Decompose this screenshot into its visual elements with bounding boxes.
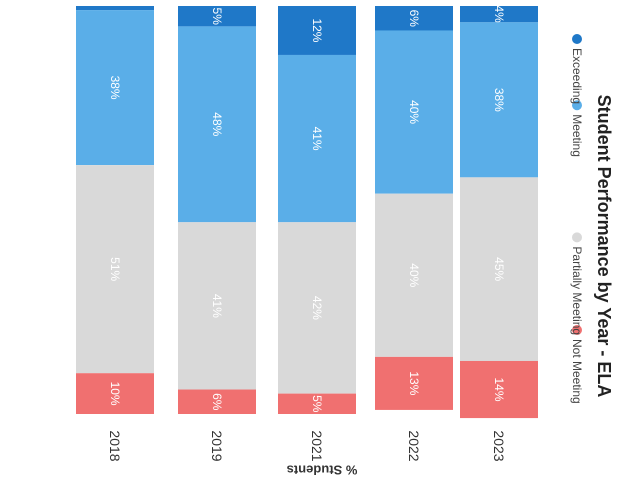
bar-segment-partially-meeting-2019	[178, 222, 256, 390]
bar-segment-exceeding-2023	[460, 6, 538, 23]
category-tick-2022: 2022	[406, 430, 422, 461]
bar-segment-meeting-2018	[76, 10, 154, 166]
bar-segment-not-meeting-2019	[178, 389, 256, 414]
category-tick-2019: 2019	[209, 430, 225, 461]
category-tick-2021: 2021	[309, 430, 325, 461]
legend-label-meeting: Meeting	[570, 114, 584, 157]
category-tick-2023: 2023	[491, 430, 507, 461]
category-tick-2018: 2018	[107, 430, 123, 461]
bar-segment-not-meeting-2023	[460, 360, 538, 419]
bar-segment-exceeding-2021	[278, 6, 356, 55]
bar-segment-partially-meeting-2023	[460, 177, 538, 361]
data-label-not-meeting-2023: 14%	[492, 378, 506, 402]
data-label-not-meeting-2019: 6%	[210, 393, 224, 411]
category-tick-labels: 2018 2019 2021 2022 2023	[107, 430, 507, 461]
x-axis-label-group: % Students	[287, 463, 358, 478]
data-label-exceeding-2019: 5%	[210, 8, 224, 26]
bar-segment-meeting-2021	[278, 54, 356, 223]
bar-segment-exceeding-2022	[375, 6, 453, 31]
x-axis-label: % Students	[287, 463, 358, 478]
bar-segment-exceeding-2018	[76, 6, 154, 11]
data-label-not-meeting-2018: 10%	[108, 382, 122, 406]
data-label-meeting-2019: 48%	[210, 112, 224, 136]
legend-label-exceeding: Exceeding	[570, 48, 584, 104]
legend: Not Meeting Partially Meeting Meeting Excee…	[570, 34, 584, 404]
bar-segment-not-meeting-2022	[375, 356, 453, 410]
data-label-meeting-2022: 40%	[407, 100, 421, 124]
bar-segment-partially-meeting-2018	[76, 165, 154, 374]
data-label-meeting-2018: 38%	[108, 76, 122, 100]
data-label-meeting-2021: 41%	[310, 127, 324, 151]
bar-segment-not-meeting-2021	[278, 393, 356, 414]
title-group: Student Performance by Year - ELA	[594, 95, 614, 398]
data-label-exceeding-2021: 12%	[310, 18, 324, 42]
bar-segment-exceeding-2019	[178, 6, 256, 27]
bar-segment-meeting-2019	[178, 26, 256, 223]
legend-marker-not-meeting	[572, 325, 582, 335]
bar-segment-meeting-2022	[375, 30, 453, 194]
data-label-not-meeting-2021: 5%	[310, 395, 324, 413]
data-label-not-meeting-2022: 13%	[407, 371, 421, 395]
plot-area: 38% 51% 10% 5% 48% 41% 6% 12% 41% 42% 5% 6% 40% 40% 13…	[76, 5, 538, 419]
data-label-partially-meeting-2022: 40%	[407, 263, 421, 287]
data-label-partially-meeting-2018: 51%	[108, 257, 122, 281]
data-label-exceeding-2023: 4%	[492, 5, 506, 23]
chart-title: Student Performance by Year - ELA	[594, 95, 614, 398]
bar-segment-partially-meeting-2022	[375, 193, 453, 357]
data-label-partially-meeting-2023: 45%	[492, 257, 506, 281]
legend-label-partially-meeting: Partially Meeting	[570, 246, 584, 335]
bar-segment-partially-meeting-2021	[278, 222, 356, 394]
bar-segment-meeting-2023	[460, 22, 538, 178]
bar-segment-not-meeting-2018	[76, 373, 154, 414]
data-label-exceeding-2022: 6%	[407, 10, 421, 28]
legend-marker-partially-meeting	[572, 232, 582, 243]
data-label-partially-meeting-2021: 42%	[310, 296, 324, 320]
legend-marker-meeting	[572, 100, 582, 111]
data-label-meeting-2023: 38%	[492, 88, 506, 112]
legend-label-not-meeting: Not Meeting	[570, 339, 584, 404]
legend-marker-exceeding	[572, 34, 582, 44]
data-label-partially-meeting-2019: 41%	[210, 294, 224, 318]
